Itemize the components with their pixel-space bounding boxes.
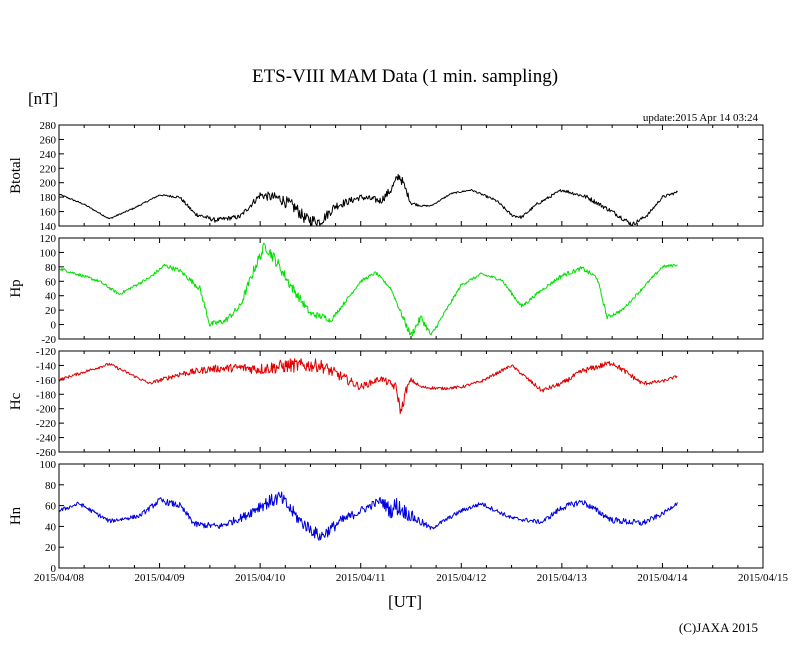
copyright-credit: (C)JAXA 2015 [678,620,758,635]
panel-label-hn: Hn [8,506,24,525]
y-tick-label: 0 [51,563,57,575]
chart-title: ETS-VIII MAM Data (1 min. sampling) [251,66,559,87]
x-tick-label: 2015/04/11 [336,572,386,584]
panel-label-hp: Hp [8,279,24,297]
series-line-hc [58,358,678,415]
x-tick-label: 2015/04/09 [135,572,186,584]
y-tick-label: 180 [40,192,57,204]
y-tick-label: 20 [45,542,57,554]
y-tick-label: 160 [40,207,57,219]
y-tick-label: 100 [40,247,57,259]
y-tick-label: -140 [36,360,57,372]
y-tick-label: 200 [40,178,57,190]
y-tick-label: 40 [45,291,57,303]
y-unit-label: [nT] [28,89,59,108]
y-tick-label: 0 [51,320,57,332]
y-tick-label: 60 [45,276,57,288]
x-tick-label: 2015/04/12 [436,572,486,584]
series-line-hn [58,491,678,541]
panel-frame [58,463,764,569]
y-tick-label: 260 [40,134,57,146]
y-tick-label: -20 [41,334,56,346]
y-tick-label: 220 [40,163,57,175]
panel-frame [58,237,764,340]
y-tick-label: -160 [36,375,57,387]
y-tick-label: -200 [36,404,57,416]
y-tick-label: 80 [45,262,57,274]
x-axis-label: [UT] [388,592,422,611]
x-tick-label: 2015/04/13 [537,572,588,584]
y-tick-label: 20 [45,305,57,317]
x-tick-label: 2015/04/08 [34,572,85,584]
update-timestamp: update:2015 Apr 14 03:24 [642,112,758,124]
panel-frame [58,124,764,227]
panel-label-btotal: Btotal [8,157,24,194]
y-tick-label: -220 [36,418,57,430]
y-tick-label: -240 [36,433,57,445]
y-tick-label: 100 [40,459,57,471]
y-tick-label: -180 [36,389,57,401]
x-tick-label: 2015/04/14 [637,572,688,584]
y-tick-label: -120 [36,346,57,358]
y-tick-label: 120 [40,233,57,245]
series-line-hp [58,242,678,337]
y-tick-label: -260 [36,447,57,459]
x-tick-label: 2015/04/15 [738,572,789,584]
series-line-btotal [58,173,678,227]
y-tick-label: 140 [40,221,57,233]
panel-label-hc: Hc [8,392,24,410]
y-tick-label: 40 [45,521,57,533]
y-tick-label: 80 [45,480,57,492]
y-tick-label: 280 [40,120,57,132]
y-tick-label: 60 [45,501,57,513]
panel-frame [58,350,764,453]
x-tick-label: 2015/04/10 [235,572,286,584]
y-tick-label: 240 [40,149,57,161]
